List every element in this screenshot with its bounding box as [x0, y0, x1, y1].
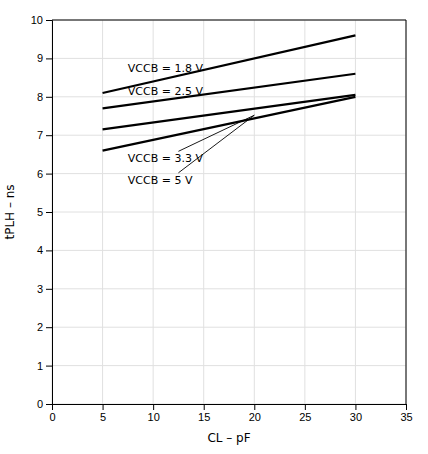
tick-mark	[46, 20, 52, 21]
tick-mark	[46, 366, 52, 367]
tick-mark	[46, 404, 52, 405]
tick-label: 0	[49, 411, 55, 423]
marks	[103, 35, 356, 172]
series-line	[103, 97, 356, 151]
tick-mark	[46, 97, 52, 98]
tick: 30	[350, 404, 362, 423]
tick: 0	[49, 404, 55, 423]
tick-label: 25	[299, 411, 311, 423]
annotation: VCCB = 1.8 V	[128, 62, 204, 75]
tick-label: 10	[148, 411, 160, 423]
annotations: VCCB = 1.8 V VCCB = 2.5 V VCCB = 3.3 V VCCB…	[128, 62, 204, 186]
tick-mark	[103, 404, 104, 410]
tick-mark	[254, 404, 255, 410]
tick-mark	[355, 404, 356, 410]
tick-mark	[153, 404, 154, 410]
tick: 2	[37, 321, 52, 333]
tick: 10	[148, 404, 160, 423]
tick-mark	[46, 174, 52, 175]
tick-label: 4	[37, 244, 43, 256]
tick-mark	[46, 289, 52, 290]
tick: 7	[37, 129, 52, 141]
tick-mark	[46, 250, 52, 251]
tick-label: 20	[249, 411, 261, 423]
grid-line-y	[52, 20, 406, 21]
tick-label: 30	[350, 411, 362, 423]
tick-label: 35	[400, 411, 412, 423]
tick: 20	[249, 404, 261, 423]
tick-label: 7	[37, 129, 43, 141]
tick-label: 5	[100, 411, 106, 423]
tick-label: 5	[37, 206, 43, 218]
tick: 6	[37, 168, 52, 180]
grid-line-x	[406, 20, 407, 404]
pointer-line	[178, 115, 254, 151]
frame	[52, 20, 406, 21]
axis-line	[53, 405, 407, 411]
tick-mark	[305, 404, 306, 410]
tick: 4	[37, 244, 52, 256]
grid-line-y	[52, 250, 406, 251]
tick-mark	[204, 404, 205, 410]
tick-mark	[46, 58, 52, 59]
chart: 05101520253035012345678910VCCB = 1.8 VVC…	[0, 0, 428, 454]
x-axis: 0 5 10 15 20 25 30 35	[49, 404, 412, 423]
tick: 1	[37, 360, 52, 372]
grid-line-y	[52, 327, 406, 328]
grid-line-y	[52, 365, 406, 366]
x-axis-title: CL – pF	[207, 431, 250, 445]
grid	[52, 20, 406, 404]
grid-line-y	[52, 212, 406, 213]
tick: 10	[31, 14, 52, 26]
frame	[406, 20, 407, 404]
tick-mark	[46, 135, 52, 136]
annotation: VCCB = 3.3 V	[128, 152, 204, 165]
tick-label: 10	[31, 14, 43, 26]
tick-mark	[406, 404, 407, 410]
series-line	[103, 74, 356, 109]
annotation: VCCB = 5 V	[128, 174, 193, 187]
tick-mark	[46, 212, 52, 213]
tick-label: 1	[37, 360, 43, 372]
tick: 8	[37, 91, 52, 103]
y-axis-title: tPLH – ns	[3, 184, 17, 239]
y-axis: 0 1 2 3 4 5 6 7 8 9 10	[31, 14, 53, 410]
tick-label: 6	[37, 168, 43, 180]
tick-label: 3	[37, 283, 43, 295]
tick: 15	[198, 404, 210, 423]
tick: 3	[37, 283, 52, 295]
axis-line	[46, 21, 53, 405]
tick-label: 8	[37, 91, 43, 103]
tick-label: 9	[37, 52, 43, 64]
tick: 9	[37, 52, 52, 64]
grid-line-y	[52, 58, 406, 59]
tick-mark	[46, 327, 52, 328]
tick-label: 2	[37, 321, 43, 333]
annotation: VCCB = 2.5 V	[128, 85, 204, 98]
grid-line-y	[52, 173, 406, 174]
tick-label: 15	[198, 411, 210, 423]
tick-label: 0	[37, 398, 43, 410]
tick: 35	[400, 404, 412, 423]
plot: 05101520253035012345678910VCCB = 1.8 VVC…	[31, 14, 413, 423]
grid-line-y	[52, 288, 406, 289]
tick: 5	[100, 404, 106, 423]
tick: 25	[299, 404, 311, 423]
tick: 0	[37, 398, 52, 410]
tick: 5	[37, 206, 52, 218]
